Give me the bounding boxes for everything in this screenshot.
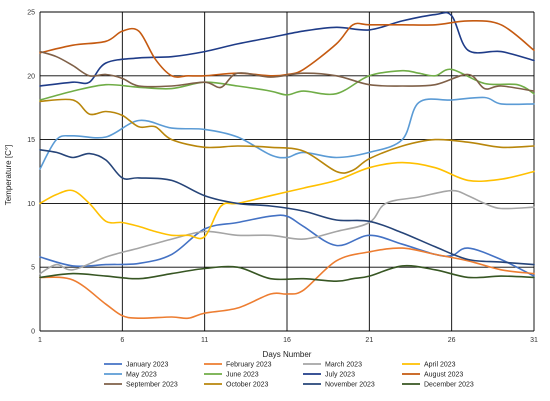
x-axis-label: Days Number: [263, 350, 312, 359]
legend-entry: June 2023: [226, 372, 259, 379]
x-tick-label: 11: [201, 337, 208, 344]
x-tick-label: 16: [283, 337, 291, 344]
series-line-december-2023: [39, 264, 535, 282]
y-tick-label: 10: [27, 201, 35, 208]
series-line-april-2023: [39, 161, 535, 240]
series-line-november-2023: [39, 149, 535, 266]
series-line-january-2023: [39, 214, 535, 277]
y-tick-label: 15: [27, 137, 35, 144]
x-tick-label: 31: [530, 337, 538, 344]
legend: January 2023 February 2023 March 2023 April…: [104, 362, 474, 389]
legend-entry: December 2023: [424, 382, 474, 389]
y-axis-label: Temperature [C°]: [4, 145, 13, 206]
y-tick-label: 0: [31, 329, 35, 336]
series-line-october-2023: [39, 98, 535, 174]
legend-entry: April 2023: [424, 362, 456, 369]
x-tick-label: 26: [448, 337, 456, 344]
x-tick-label: 21: [365, 337, 373, 344]
y-tick-label: 5: [31, 265, 35, 272]
series-lines: [39, 11, 535, 320]
legend-entry: February 2023: [226, 362, 272, 369]
legend-entry: July 2023: [325, 372, 355, 379]
legend-entry: May 2023: [126, 372, 157, 379]
y-tick-label: 20: [27, 73, 35, 80]
series-line-february-2023: [39, 247, 535, 320]
legend-entry: September 2023: [126, 382, 178, 389]
series-line-march-2023: [39, 189, 535, 275]
legend-entry: October 2023: [226, 382, 269, 389]
x-tick-label: 6: [120, 337, 124, 344]
series-line-june-2023: [39, 68, 535, 101]
legend-entry: August 2023: [424, 372, 463, 379]
series-line-september-2023: [39, 50, 535, 92]
legend-entry: November 2023: [325, 382, 375, 389]
x-tick-label: 1: [38, 337, 42, 344]
series-line-july-2023: [39, 11, 535, 87]
legend-entry: March 2023: [325, 362, 362, 369]
y-tick-label: 25: [27, 10, 35, 17]
series-line-august-2023: [39, 20, 535, 78]
series-line-may-2023: [39, 96, 535, 170]
legend-entry: January 2023: [126, 362, 169, 369]
